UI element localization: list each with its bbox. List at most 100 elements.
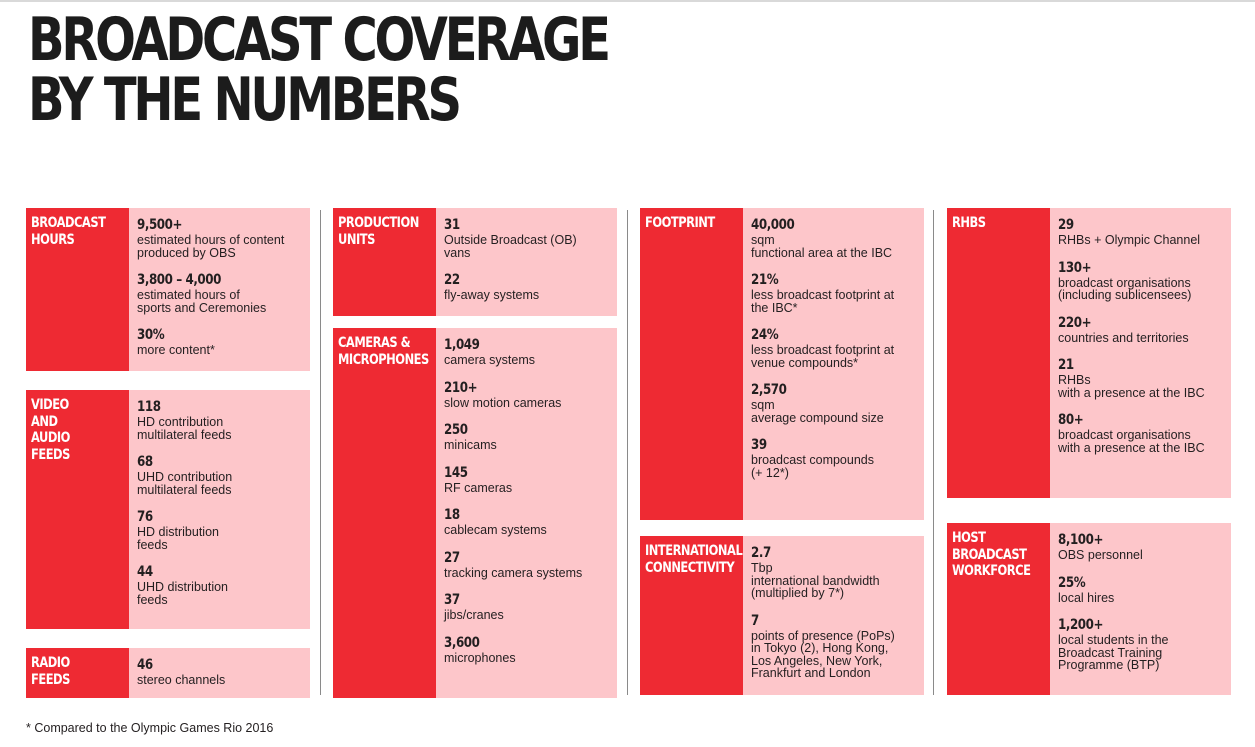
block-label: RHBS bbox=[947, 208, 1050, 498]
stat-value: 2.7 bbox=[751, 545, 771, 561]
stat-item: 39 broadcast compounds (+ 12*) bbox=[751, 436, 917, 479]
stat-value: 220+ bbox=[1058, 314, 1092, 331]
stat-item: 21 RHBs with a presence at the IBC bbox=[1058, 356, 1224, 399]
stat-item: 68 UHD contribution multilateral feeds bbox=[137, 453, 303, 496]
column-divider bbox=[933, 210, 934, 695]
stat-value: 25% bbox=[1058, 574, 1086, 591]
stat-value: 1,049 bbox=[444, 337, 480, 353]
stat-description: tracking camera systems bbox=[444, 565, 583, 580]
stat-item: 46 stereo channels bbox=[137, 656, 303, 687]
stat-description: RHBs + Olympic Channel bbox=[1058, 233, 1201, 247]
stats-panel: 40,000 sqm functional area at the IBC 21% l… bbox=[743, 208, 924, 520]
stat-description: RHBs with a presence at the IBC bbox=[1058, 373, 1205, 400]
stat-value: 250 bbox=[444, 422, 468, 438]
stats-panel: 8,100+ OBS personnel 25% local hires 1,200+ l… bbox=[1050, 523, 1231, 695]
stat-value: 27 bbox=[444, 549, 460, 566]
stat-description: UHD distribution feeds bbox=[137, 580, 229, 607]
stat-item: 3,600 microphones bbox=[444, 634, 610, 665]
stat-description: countries and territories bbox=[1058, 330, 1189, 345]
stat-description: estimated hours of sports and Ceremonies bbox=[137, 288, 267, 315]
block-label-text: HOST BROADCAST WORKFORCE bbox=[952, 530, 1031, 579]
stat-value: 130+ bbox=[1058, 259, 1092, 276]
stats-panel: 46 stereo channels bbox=[129, 648, 310, 698]
stat-value: 2,570 bbox=[751, 382, 787, 398]
stat-item: 3,800 – 4,000 estimated hours of sports a… bbox=[137, 271, 303, 314]
block-label: BROADCAST HOURS bbox=[26, 208, 129, 371]
stat-value: 3,600 bbox=[444, 634, 480, 651]
block-label: CAMERAS & MICROPHONES bbox=[333, 328, 436, 698]
footnote: * Compared to the Olympic Games Rio 2016 bbox=[26, 721, 274, 735]
stat-block: FOOTPRINT 40,000 sqm functional area at th… bbox=[640, 208, 924, 520]
block-label: FOOTPRINT bbox=[640, 208, 743, 520]
stat-block: BROADCAST HOURS 9,500+ estimated hours of … bbox=[26, 208, 310, 371]
stat-value: 68 bbox=[137, 454, 153, 470]
stat-item: 37 jibs/cranes bbox=[444, 591, 610, 622]
stat-value: 21 bbox=[1058, 357, 1074, 373]
stat-description: broadcast organisations (including subli… bbox=[1058, 275, 1192, 302]
stat-item: 21% less broadcast footprint at the IBC* bbox=[751, 271, 917, 314]
stat-value: 39 bbox=[751, 437, 767, 453]
block-label-text: INTERNATIONAL CONNECTIVITY bbox=[645, 543, 743, 576]
stat-value: 22 bbox=[444, 272, 460, 288]
stat-item: 7 points of presence (PoPs) in Tokyo (2),… bbox=[751, 612, 917, 680]
stat-description: sqm average compound size bbox=[751, 398, 884, 425]
stat-item: 80+ broadcast organisations with a presen… bbox=[1058, 411, 1224, 454]
stats-panel: 2.7 Tbp international bandwidth (multipli… bbox=[743, 536, 924, 695]
stat-description: broadcast organisations with a presence … bbox=[1058, 428, 1205, 455]
stat-description: UHD contribution multilateral feeds bbox=[137, 470, 233, 497]
stat-value: 1,200+ bbox=[1058, 617, 1104, 633]
stat-value: 210+ bbox=[444, 379, 478, 396]
stat-value: 80+ bbox=[1058, 412, 1084, 428]
top-rule bbox=[0, 0, 1255, 2]
block-label: PRODUCTION UNITS bbox=[333, 208, 436, 316]
stat-value: 76 bbox=[137, 509, 153, 525]
block-label: VIDEO AND AUDIO FEEDS bbox=[26, 390, 129, 629]
stat-description: less broadcast footprint at the IBC* bbox=[751, 288, 895, 315]
stat-item: 31 Outside Broadcast (OB) vans bbox=[444, 216, 610, 259]
column-divider bbox=[627, 210, 628, 695]
stat-description: local students in the Broadcast Training… bbox=[1058, 633, 1169, 672]
stat-item: 18 cablecam systems bbox=[444, 506, 610, 537]
column-divider bbox=[320, 210, 321, 695]
stat-description: jibs/cranes bbox=[444, 608, 504, 622]
stat-item: 220+ countries and territories bbox=[1058, 314, 1224, 345]
stat-item: 210+ slow motion cameras bbox=[444, 379, 610, 410]
stat-description: more content* bbox=[137, 343, 215, 357]
stats-panel: 9,500+ estimated hours of content produce… bbox=[129, 208, 310, 371]
stat-block: PRODUCTION UNITS 31 Outside Broadcast (OB)… bbox=[333, 208, 617, 316]
stat-description: slow motion cameras bbox=[444, 395, 562, 410]
stat-item: 22 fly-away systems bbox=[444, 271, 610, 302]
stat-item: 2.7 Tbp international bandwidth (multipli… bbox=[751, 544, 917, 600]
block-label-text: FOOTPRINT bbox=[645, 215, 715, 231]
stat-item: 25% local hires bbox=[1058, 574, 1224, 605]
stat-description: OBS personnel bbox=[1058, 548, 1143, 562]
stat-description: local hires bbox=[1058, 590, 1115, 605]
stat-description: cablecam systems bbox=[444, 523, 547, 537]
stats-panel: 31 Outside Broadcast (OB) vans 22 fly-away … bbox=[436, 208, 617, 316]
block-label-text: RHBS bbox=[952, 215, 986, 231]
stat-value: 3,800 – 4,000 bbox=[137, 272, 222, 288]
stat-item: 40,000 sqm functional area at the IBC bbox=[751, 216, 917, 259]
stat-value: 7 bbox=[751, 612, 759, 629]
stat-item: 1,049 camera systems bbox=[444, 336, 610, 367]
stat-description: broadcast compounds (+ 12*) bbox=[751, 453, 874, 480]
stats-panel: 29 RHBs + Olympic Channel 130+ broadcast or… bbox=[1050, 208, 1231, 498]
title-line-2: BY THE NUMBERS bbox=[28, 65, 462, 135]
stat-value: 18 bbox=[444, 507, 460, 523]
stat-value: 44 bbox=[137, 564, 153, 580]
stat-description: RF cameras bbox=[444, 480, 513, 495]
stat-item: 118 HD contribution multilateral feeds bbox=[137, 398, 303, 441]
block-label-text: BROADCAST HOURS bbox=[31, 215, 106, 248]
stat-description: estimated hours of content produced by O… bbox=[137, 233, 285, 260]
stat-description: fly-away systems bbox=[444, 288, 540, 302]
stat-value: 9,500+ bbox=[137, 217, 183, 233]
stat-block: RADIO FEEDS 46 stereo channels bbox=[26, 648, 310, 698]
stat-block: HOST BROADCAST WORKFORCE 8,100+ OBS person… bbox=[947, 523, 1231, 695]
block-label: RADIO FEEDS bbox=[26, 648, 129, 698]
stat-description: camera systems bbox=[444, 353, 535, 367]
stat-value: 29 bbox=[1058, 217, 1074, 233]
stats-panel: 1,049 camera systems 210+ slow motion camer… bbox=[436, 328, 617, 698]
stat-item: 29 RHBs + Olympic Channel bbox=[1058, 216, 1224, 247]
stat-value: 31 bbox=[444, 217, 460, 233]
stat-item: 9,500+ estimated hours of content produce… bbox=[137, 216, 303, 259]
